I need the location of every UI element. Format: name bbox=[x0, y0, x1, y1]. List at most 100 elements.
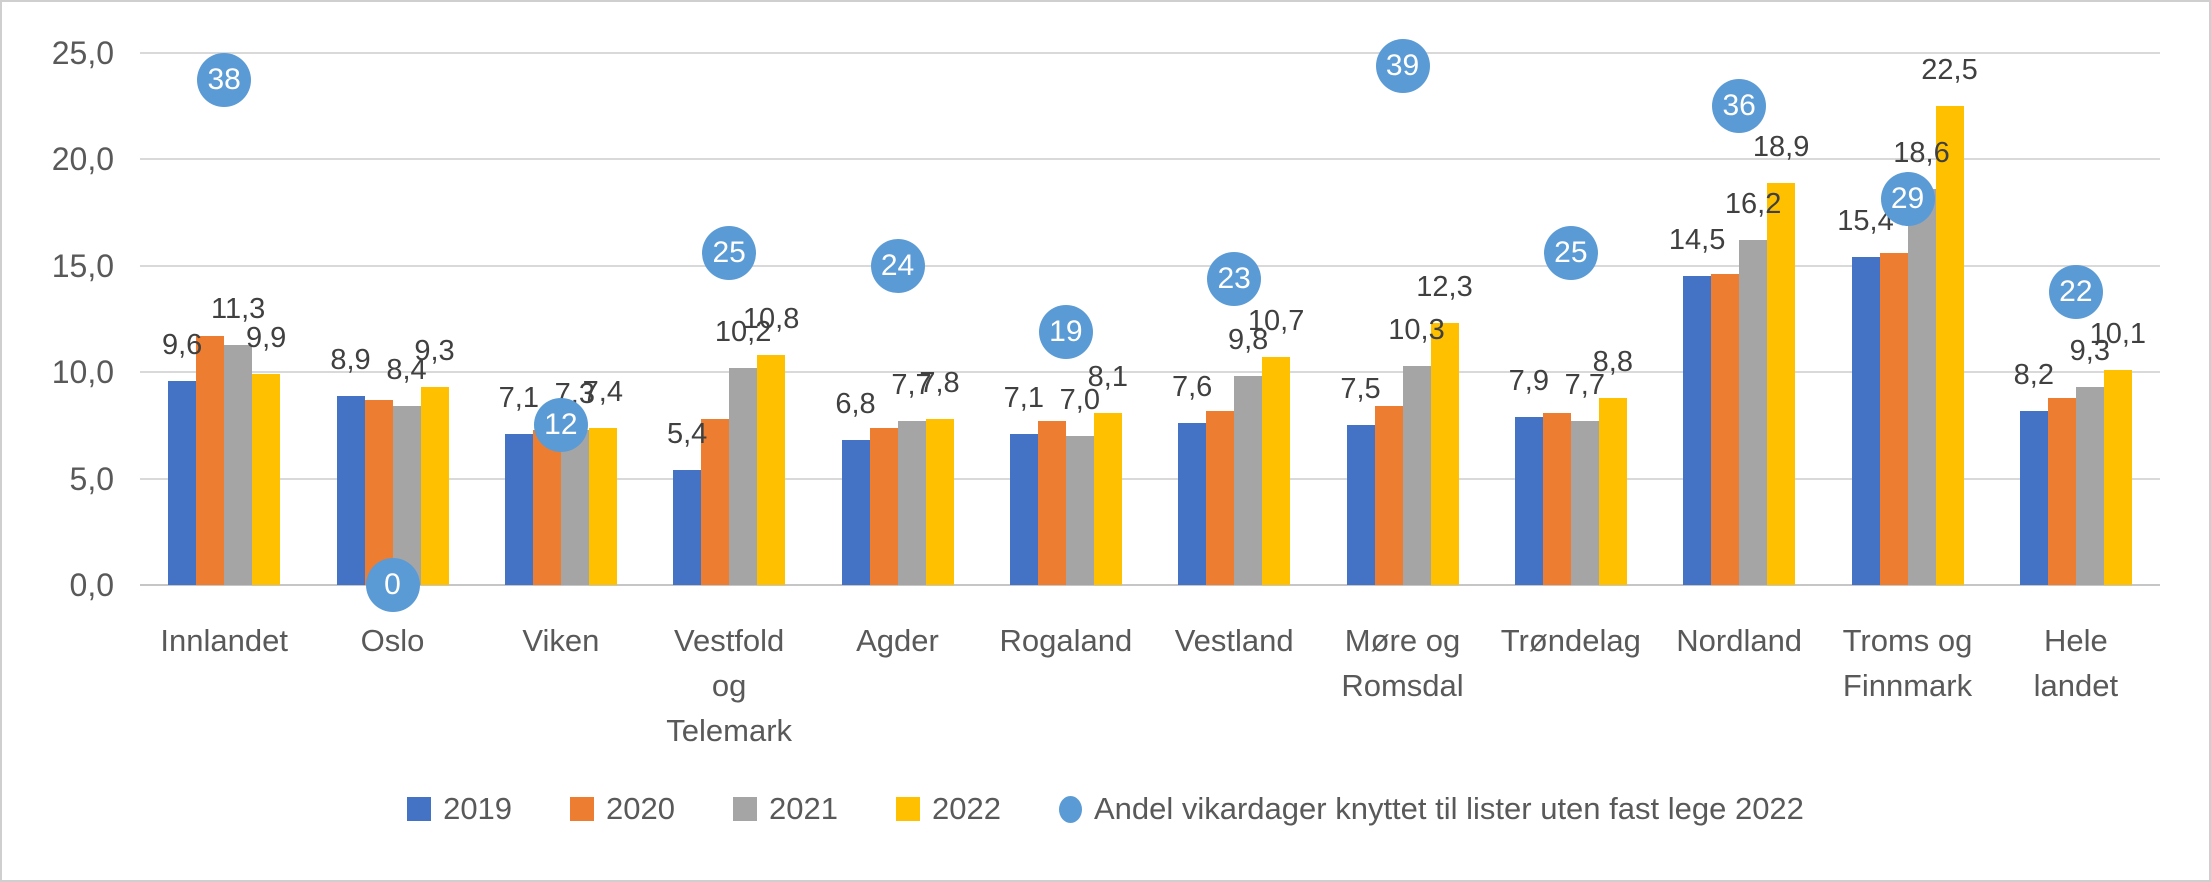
marker-circle: 23 bbox=[1207, 252, 1262, 307]
bar-value-label: 9,6 bbox=[161, 328, 203, 361]
bar-2019 bbox=[673, 470, 702, 585]
legend-item-2022: 2022 bbox=[895, 791, 1001, 827]
bar-2022 bbox=[1598, 397, 1627, 585]
bar-2019 bbox=[504, 433, 533, 585]
bar-2022 bbox=[2103, 370, 2132, 585]
legend-label: 2020 bbox=[606, 791, 676, 826]
bar-2019 bbox=[1346, 425, 1375, 585]
bar-2022 bbox=[1093, 412, 1122, 585]
bar-value-label: 7,1 bbox=[498, 381, 539, 414]
y-tick-label: 5,0 bbox=[69, 460, 114, 497]
bar-2020 bbox=[364, 399, 393, 585]
marker-circle: 19 bbox=[1038, 305, 1093, 360]
bar-2019 bbox=[1178, 423, 1207, 585]
bar-value-label: 7,5 bbox=[1340, 373, 1381, 406]
bar-2021 bbox=[2075, 387, 2104, 585]
marker-circle: 38 bbox=[197, 52, 252, 107]
bar-2022 bbox=[252, 374, 281, 585]
bar-2019 bbox=[336, 395, 365, 585]
legend-swatch-icon bbox=[895, 797, 920, 821]
bar-2021 bbox=[224, 344, 253, 585]
y-tick-label: 10,0 bbox=[51, 354, 114, 391]
legend-item-2019: 2019 bbox=[407, 791, 512, 827]
x-category-label: Nordland bbox=[1676, 623, 1803, 658]
x-category-label: Vestfold og Telemark bbox=[666, 623, 793, 748]
legend-label: Andel vikardager knyttet til lister uten… bbox=[1093, 791, 1804, 826]
x-category-label: Trøndelag bbox=[1500, 623, 1641, 658]
gridline bbox=[140, 52, 2160, 54]
bar-2019 bbox=[1514, 416, 1543, 585]
bar-2019 bbox=[1683, 276, 1712, 585]
bar-value-label: 12,3 bbox=[1416, 271, 1473, 304]
x-category-label: Møre og Romsdal bbox=[1341, 623, 1464, 703]
bar-value-label: 9,3 bbox=[2069, 335, 2110, 368]
x-category-label: Innlandet bbox=[160, 623, 288, 658]
bar-value-label: 7,7 bbox=[891, 369, 932, 402]
bar-value-label: 8,1 bbox=[1087, 360, 1128, 393]
gridline bbox=[140, 158, 2160, 161]
legend-label: 2022 bbox=[931, 791, 1001, 826]
gridline bbox=[140, 264, 2160, 267]
bar-value-label: 5,4 bbox=[666, 418, 708, 451]
bar-2019 bbox=[1851, 257, 1880, 585]
bar-2021 bbox=[392, 406, 421, 585]
x-category-label: Viken bbox=[522, 623, 600, 658]
bar-2022 bbox=[1767, 182, 1796, 585]
marker-circle: 25 bbox=[1543, 225, 1598, 280]
marker-circle: 36 bbox=[1712, 79, 1767, 134]
bar-2019 bbox=[841, 440, 870, 585]
x-category-label: Vestland bbox=[1174, 623, 1294, 658]
bar-value-label: 7,6 bbox=[1171, 371, 1213, 404]
bar-value-label: 11,3 bbox=[211, 292, 266, 325]
bar-2020 bbox=[1037, 421, 1066, 585]
bar-2021 bbox=[560, 429, 589, 585]
marker-circle: 29 bbox=[1880, 172, 1935, 227]
bar-value-label: 10,1 bbox=[2089, 318, 2147, 351]
bar-2022 bbox=[925, 419, 954, 585]
bar-2021 bbox=[1402, 365, 1431, 585]
bar-2020 bbox=[2047, 397, 2076, 585]
legend-label: 2019 bbox=[443, 791, 513, 826]
bar-2020 bbox=[1206, 410, 1235, 585]
bar-2021 bbox=[1570, 421, 1599, 585]
x-category-label: Agder bbox=[856, 623, 939, 658]
bar-2020 bbox=[869, 427, 898, 585]
bar-2021 bbox=[1907, 189, 1936, 585]
legend-swatch-icon bbox=[733, 797, 758, 821]
bar-2022 bbox=[420, 387, 449, 585]
x-axis-line bbox=[140, 584, 2160, 586]
bar-2022 bbox=[588, 427, 617, 585]
marker-circle: 12 bbox=[533, 398, 588, 453]
x-category-label: Oslo bbox=[360, 623, 425, 658]
bar-2020 bbox=[1879, 253, 1908, 585]
x-category-label: Troms og Finnmark bbox=[1842, 623, 1973, 703]
bar-value-label: 10,2 bbox=[714, 315, 772, 348]
bar-2022 bbox=[1430, 323, 1459, 585]
bar-value-label: 9,3 bbox=[414, 335, 455, 368]
bar-2020 bbox=[532, 429, 561, 585]
bar-2020 bbox=[1711, 274, 1740, 585]
bar-value-label: 14,5 bbox=[1668, 224, 1726, 257]
bar-2022 bbox=[1262, 357, 1291, 585]
marker-circle: 39 bbox=[1375, 39, 1430, 94]
bar-value-label: 9,8 bbox=[1227, 324, 1269, 357]
bar-2020 bbox=[1374, 406, 1403, 585]
bar-2019 bbox=[2019, 410, 2048, 585]
legend-item-2020: 2020 bbox=[570, 791, 675, 827]
bar-2020 bbox=[1542, 412, 1571, 585]
y-tick-label: 25,0 bbox=[51, 35, 114, 71]
marker-circle: 0 bbox=[365, 558, 420, 612]
bar-2021 bbox=[1065, 436, 1094, 585]
bar-value-label: 7,8 bbox=[919, 367, 960, 400]
bar-2021 bbox=[1739, 240, 1768, 585]
bar-value-label: 9,9 bbox=[245, 322, 287, 355]
bar-value-label: 18,9 bbox=[1752, 130, 1810, 163]
bar-value-label: 8,8 bbox=[1592, 345, 1633, 378]
marker-circle: 24 bbox=[870, 238, 925, 293]
legend-circle-icon bbox=[1058, 795, 1082, 823]
x-category-label: Rogaland bbox=[999, 623, 1133, 658]
bar-value-label: 7,4 bbox=[582, 375, 623, 408]
bar-value-label: 10,8 bbox=[742, 303, 800, 336]
bar-2022 bbox=[1935, 106, 1964, 585]
